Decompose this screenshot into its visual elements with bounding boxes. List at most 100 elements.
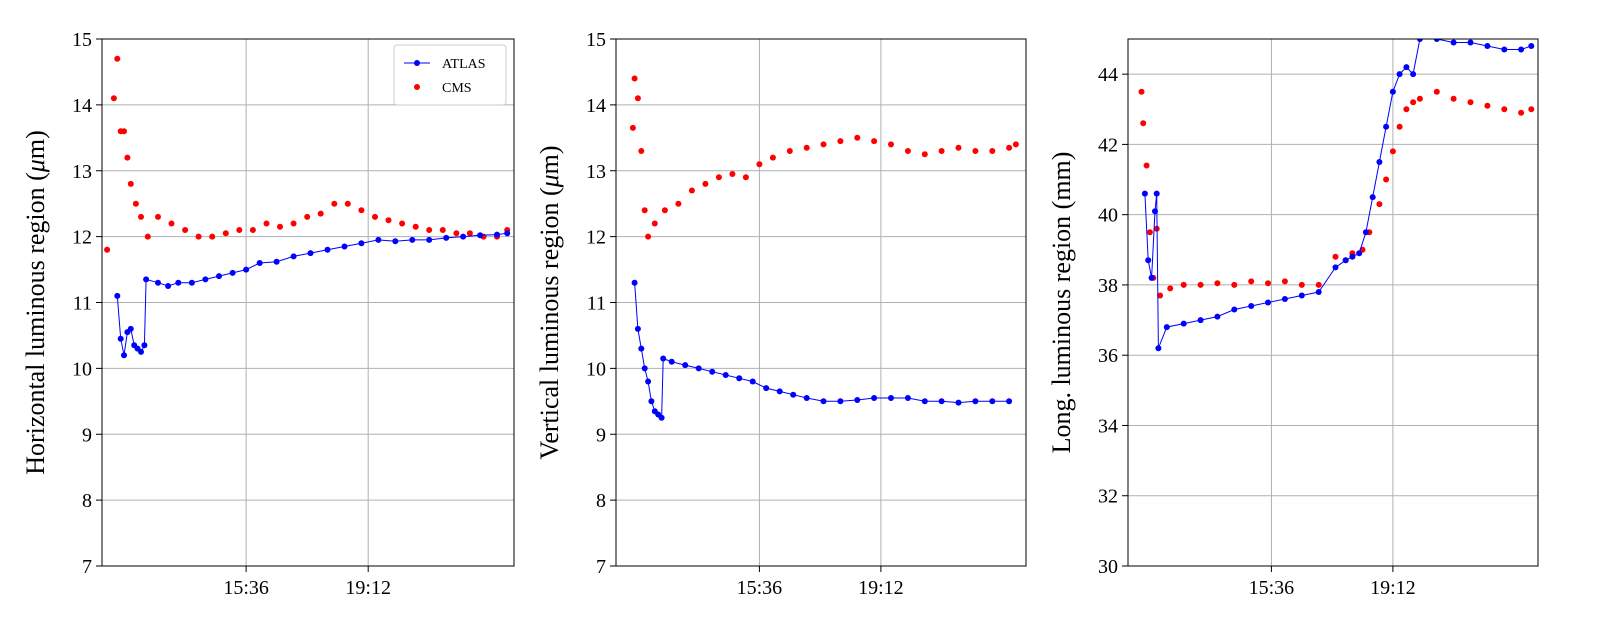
cms-point [439, 227, 446, 233]
atlas-point [955, 399, 962, 406]
atlas-point [1141, 190, 1148, 197]
data-layer [104, 55, 511, 359]
cms-point [888, 141, 894, 148]
y-tick-label: 15 [586, 29, 606, 51]
atlas-point [1518, 46, 1525, 53]
y-tick-label: 40 [1098, 205, 1118, 227]
cms-point [1146, 229, 1153, 236]
atlas-point [658, 414, 665, 421]
atlas-point [1362, 229, 1369, 236]
plot-frame [1127, 38, 1539, 567]
cms-point [110, 95, 117, 102]
atlas-point [273, 258, 280, 265]
cms-point [972, 148, 979, 154]
y-tick-label: 11 [587, 293, 606, 315]
cms-point [675, 200, 682, 207]
atlas-point [1315, 289, 1322, 295]
atlas-point [1342, 257, 1349, 264]
cms-point [871, 138, 878, 145]
cms-point [1231, 281, 1238, 288]
atlas-point [638, 345, 645, 352]
cms-point [688, 187, 695, 194]
y-tick-label: 12 [72, 227, 92, 249]
atlas-point [1145, 257, 1152, 264]
atlas-point [243, 266, 250, 273]
cms-point [277, 223, 283, 230]
cms-point [124, 154, 131, 161]
cms-point [921, 151, 928, 158]
atlas-point [1153, 190, 1160, 197]
atlas-point [216, 273, 222, 280]
atlas-point [1163, 324, 1170, 331]
data-layer [629, 75, 1019, 421]
atlas-point [1528, 43, 1535, 49]
atlas-point [648, 398, 655, 405]
cms-point [634, 95, 641, 102]
cms-point [629, 124, 636, 131]
atlas-point [1383, 123, 1390, 130]
atlas-point [1450, 39, 1457, 46]
atlas-point [307, 250, 314, 257]
atlas-point [1484, 43, 1491, 49]
cms-point [127, 180, 134, 187]
atlas-point [709, 368, 716, 375]
cms-point [1143, 162, 1150, 169]
y-tick-label: 36 [1098, 345, 1118, 367]
atlas-point [854, 397, 861, 403]
y-tick-label: 14 [586, 95, 606, 117]
cms-point [1396, 123, 1403, 130]
atlas-point [645, 378, 652, 385]
cms-point [344, 200, 351, 207]
y-axis-label: Horizontal luminous region (μm) [21, 130, 50, 475]
cms-point [1012, 141, 1019, 148]
chart-panel-1: 7 8 9 10 11 12 13 14 15 15:36 19:12 Horizontal lumi… [21, 29, 515, 599]
cms-point [331, 200, 338, 207]
cms-point [399, 220, 406, 227]
cms-point [938, 148, 945, 154]
cms-point [132, 200, 139, 207]
atlas-point [138, 348, 144, 355]
atlas-point [1410, 71, 1417, 78]
cms-point [769, 154, 776, 161]
cms-point [1332, 253, 1339, 260]
y-tick-label: 13 [586, 161, 606, 183]
atlas-point [188, 279, 195, 286]
cms-point [1389, 148, 1396, 155]
legend-box [393, 44, 507, 106]
atlas-point [341, 243, 348, 250]
cms-point [168, 220, 175, 227]
atlas-point [1148, 274, 1155, 281]
plot-frame [615, 38, 1027, 567]
cms-point [729, 171, 736, 177]
plot-frame [101, 38, 515, 567]
atlas-point [820, 398, 827, 405]
atlas-point [1396, 71, 1403, 78]
atlas-point [121, 352, 127, 359]
cms-point [1410, 99, 1417, 106]
cms-point [1265, 280, 1271, 287]
cms-point [756, 161, 763, 168]
cms-point [1376, 201, 1383, 208]
cms-point [715, 174, 722, 181]
y-axis-label: Long. luminous region (mm) [1047, 152, 1076, 454]
atlas-point [1265, 299, 1271, 306]
x-tick-label: 19:12 [858, 577, 904, 599]
atlas-point [477, 232, 484, 239]
atlas-point [460, 233, 467, 240]
atlas-point [202, 276, 209, 283]
atlas-point [668, 358, 675, 365]
cms-point [651, 220, 658, 227]
atlas-point [358, 240, 365, 247]
atlas-legend-marker [414, 60, 420, 66]
cms-point [786, 148, 793, 154]
atlas-point [392, 238, 399, 245]
atlas-point [1467, 39, 1474, 46]
atlas-point [143, 276, 150, 283]
cms-point [1383, 176, 1390, 183]
cms-point [1315, 281, 1322, 288]
cms-point [121, 128, 127, 135]
atlas-point [776, 388, 783, 395]
y-tick-label: 15 [72, 29, 92, 51]
cms-point [182, 227, 189, 233]
atlas-point [1389, 88, 1396, 95]
